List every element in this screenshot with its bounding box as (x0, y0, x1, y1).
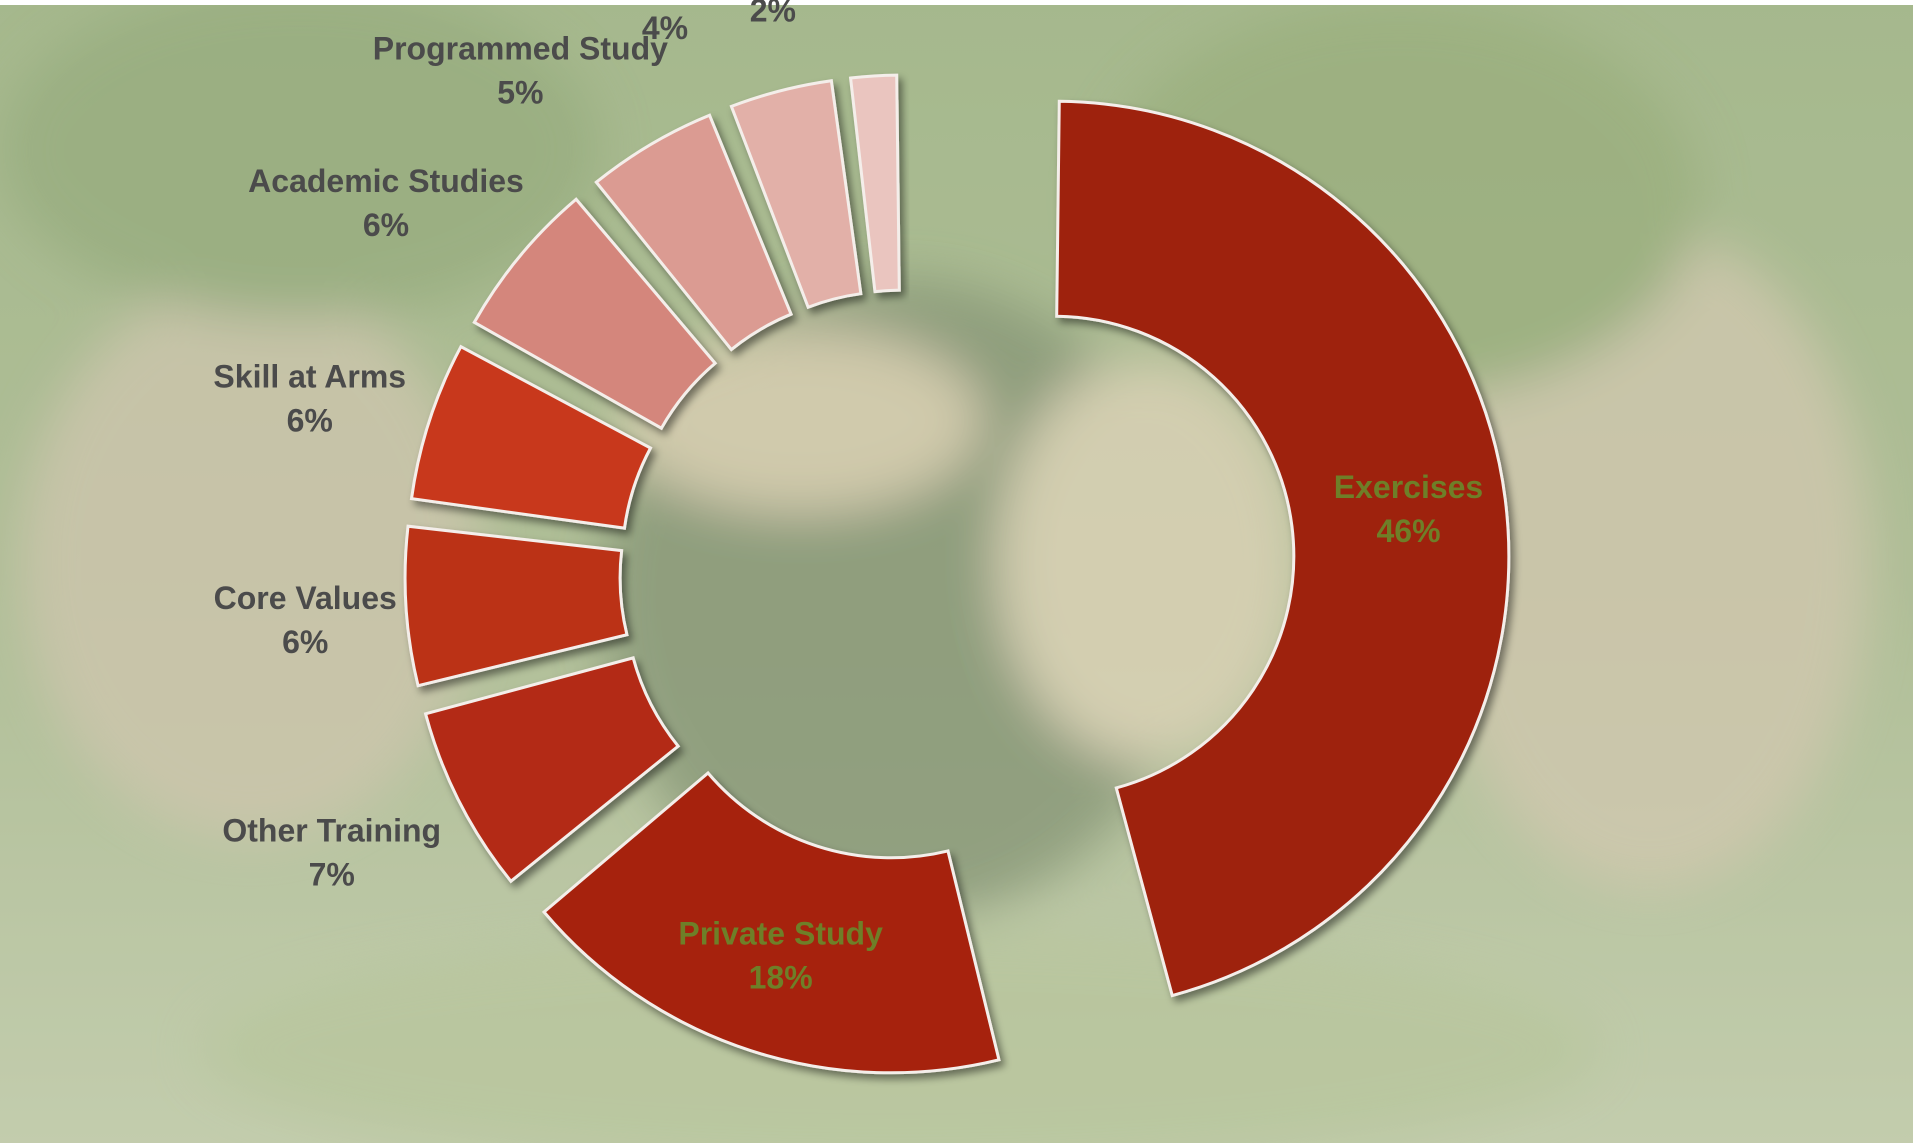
slice-value-label: 6% (287, 403, 333, 439)
slice-value-label: 4% (642, 10, 688, 46)
slice-label: Exercises (1334, 469, 1483, 505)
donut-segment (848, 73, 901, 294)
donut-segment (409, 344, 653, 530)
slice-value-label: 6% (363, 207, 409, 243)
donut-segment (729, 79, 863, 310)
slice-label: Programmed Study (373, 30, 668, 66)
donut-segment (472, 197, 718, 431)
slice-label: Core Values (214, 580, 397, 616)
donut-segment (403, 524, 629, 688)
slice-value-label: 46% (1376, 513, 1440, 549)
donut-segment (541, 770, 1001, 1075)
donut-segment (594, 113, 794, 352)
slice-label: Combat Fitness (545, 0, 785, 2)
slice-label: Skill at Arms (213, 359, 406, 395)
slice-label: Academic Studies (248, 163, 524, 199)
slice-label: Other Training (222, 813, 441, 849)
slice-value-label: 7% (309, 857, 355, 893)
slice-label: Private Study (678, 915, 883, 951)
slice-value-label: 6% (282, 624, 328, 660)
slice-value-label: 5% (497, 74, 543, 110)
donut-segment (1055, 99, 1511, 998)
donut-segment (423, 656, 681, 884)
slice-value-label: 2% (750, 0, 796, 29)
slice-value-label: 18% (749, 959, 813, 995)
